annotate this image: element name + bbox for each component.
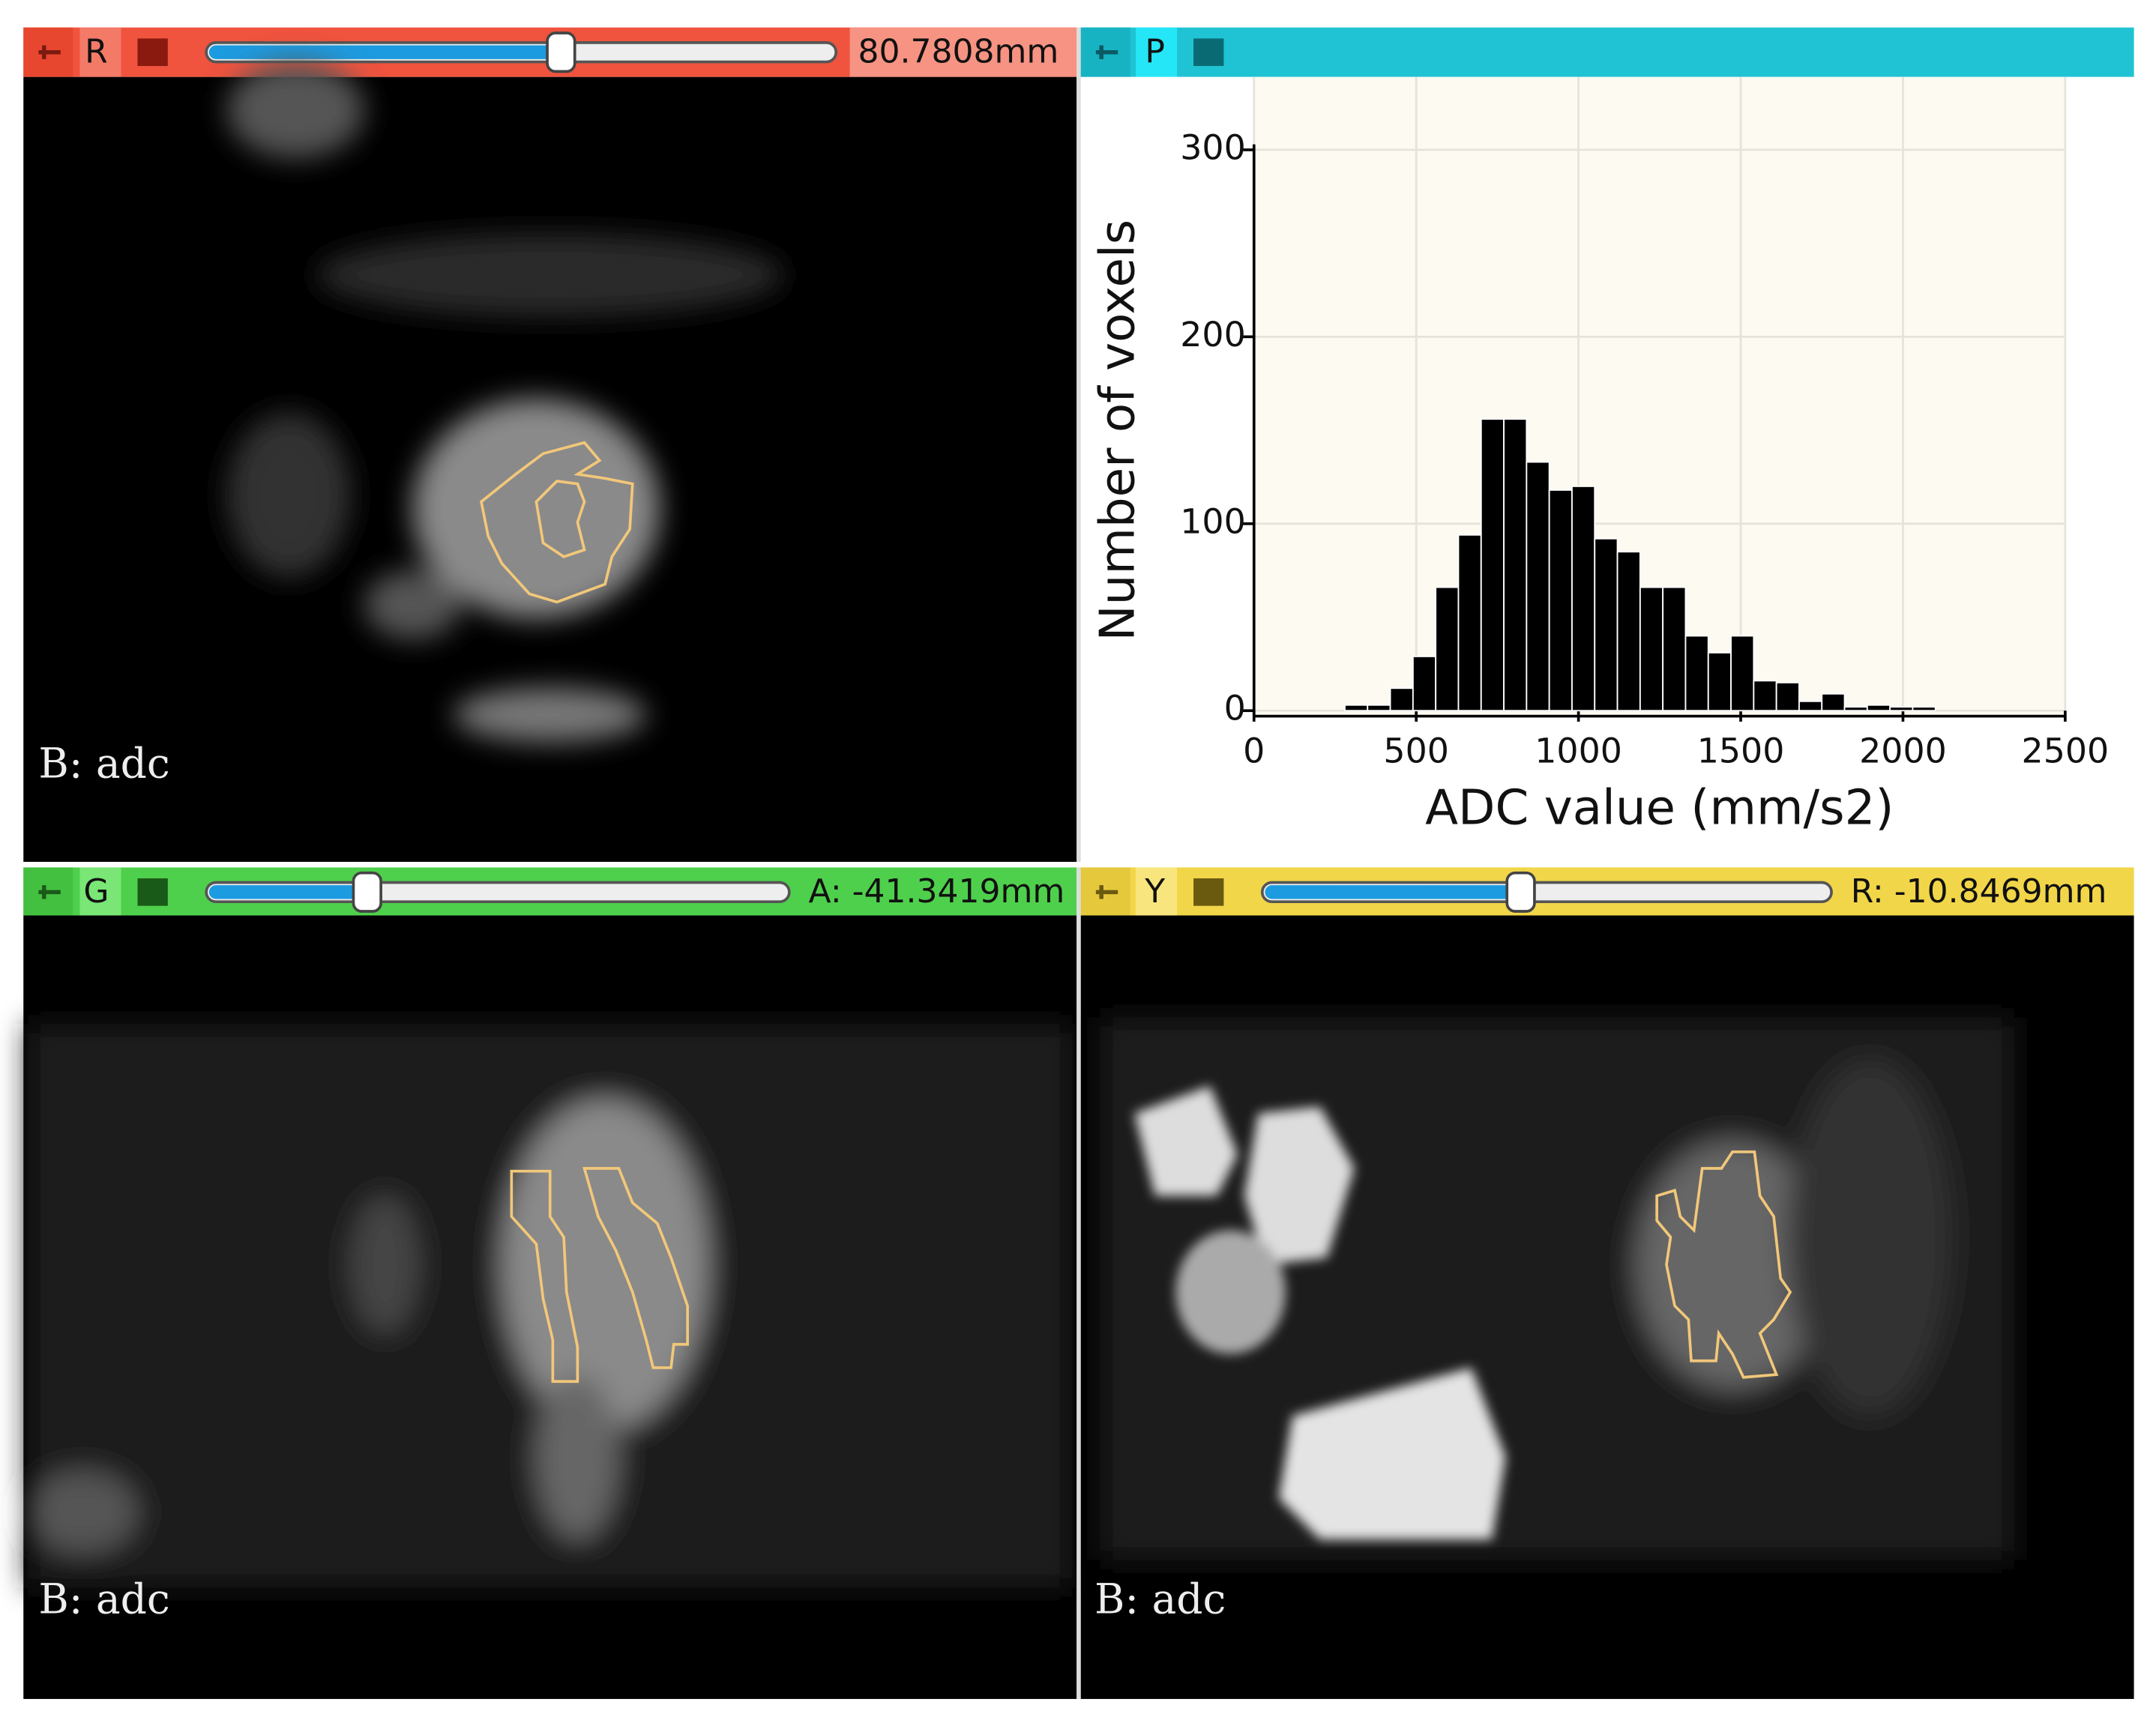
pin-icon [38,45,61,59]
volume-label: B: adc [38,739,169,787]
histogram-bar [1526,461,1550,712]
histogram-bar [1662,586,1687,712]
slider-thumb[interactable] [352,871,382,913]
offset-box [849,27,1077,77]
y-tick-label: 300 [1180,127,1246,167]
histogram-bar [1798,700,1823,712]
histogram-bar [1912,706,1936,712]
x-tick-label: 0 [1243,731,1265,771]
yellow-view: Y R: -10.8469mm B: adc [1080,867,2134,1699]
histogram-bar [1639,586,1664,712]
view-header [1080,27,2134,77]
slice-offset: 80.7808mm [858,33,1059,71]
view-letter: Y [1144,872,1165,911]
y-tick-label: 100 [1180,501,1246,541]
histogram-bar [1548,489,1573,712]
view-letter: G [83,872,109,911]
y-tick-label: 200 [1180,314,1246,354]
histogram: 0 100 200 300 0 500 1000 1500 2000 2500 ADC value … [1089,76,2110,836]
histogram-bar [1616,551,1641,712]
x-tick-label: 2500 [2022,731,2110,771]
view-letter-box [1136,27,1178,77]
y-tick-label: 0 [1224,688,1246,728]
link-button[interactable] [137,878,168,906]
slider-thumb[interactable] [546,31,576,73]
histogram-bar [1821,692,1846,712]
x-tick-label: 2000 [1859,731,1947,771]
link-button[interactable] [1193,878,1224,906]
histogram-bar [1889,706,1914,712]
segment-contour [1655,1150,1792,1379]
histogram-bar [1730,635,1755,712]
histogram-bar [1594,537,1618,712]
slider-fill [208,885,366,899]
slice-offset: A: -41.3419mm [809,872,1065,911]
red-view: R 80.7808mm B: adc [23,27,1077,862]
pin-icon [1095,885,1118,899]
histogram-bar [1457,534,1482,712]
green-view: G A: -41.3419mm B: adc [23,867,1077,1699]
histogram-bar [1843,706,1868,712]
histogram-bar [1707,651,1732,712]
bright-regions [1134,1085,1506,1540]
view-letter-box [79,27,121,77]
view-letter: R [85,33,108,71]
histogram-bar [1571,485,1596,712]
x-tick-label: 1000 [1535,731,1622,771]
histogram-bar [1480,418,1505,712]
pin-icon [38,885,61,899]
link-button[interactable] [1193,38,1224,67]
histogram-bar [1435,586,1460,712]
histogram-bar [1866,704,1891,712]
x-tick-label: 500 [1383,731,1449,771]
plot-view: P 0 100 200 300 0 500 1000 1500 2000 2500 ADC valu… [1080,27,2134,862]
y-axis-title: Number of voxels [1089,220,1145,642]
splitter[interactable] [23,861,2134,868]
segment-contour [479,441,634,604]
view-letter-box [1136,867,1178,916]
histogram-bar [1344,704,1369,712]
view-letter-box [79,867,121,916]
slider-thumb[interactable] [1505,871,1536,913]
volume-label: B: adc [1094,1575,1226,1623]
histogram-bar [1412,655,1437,712]
histogram-bar [1503,418,1528,712]
view-letter: P [1145,33,1165,71]
slice-offset: R: -10.8469mm [1851,872,2107,911]
histogram-bar [1367,704,1391,712]
slider-fill [208,45,561,59]
slice-texture [27,1024,1073,1588]
link-button[interactable] [137,38,168,67]
volume-label: B: adc [38,1575,169,1623]
histogram-bar [1753,680,1777,712]
pin-icon [1095,45,1118,59]
histogram-bar [1389,687,1414,712]
segment-contour [510,1167,689,1383]
x-axis-title: ADC value (mm/s2) [1425,780,1894,836]
x-tick-label: 1500 [1697,731,1785,771]
slider-fill [1265,885,1521,899]
histogram-bar [1684,635,1709,712]
histogram-bar [1775,681,1800,712]
